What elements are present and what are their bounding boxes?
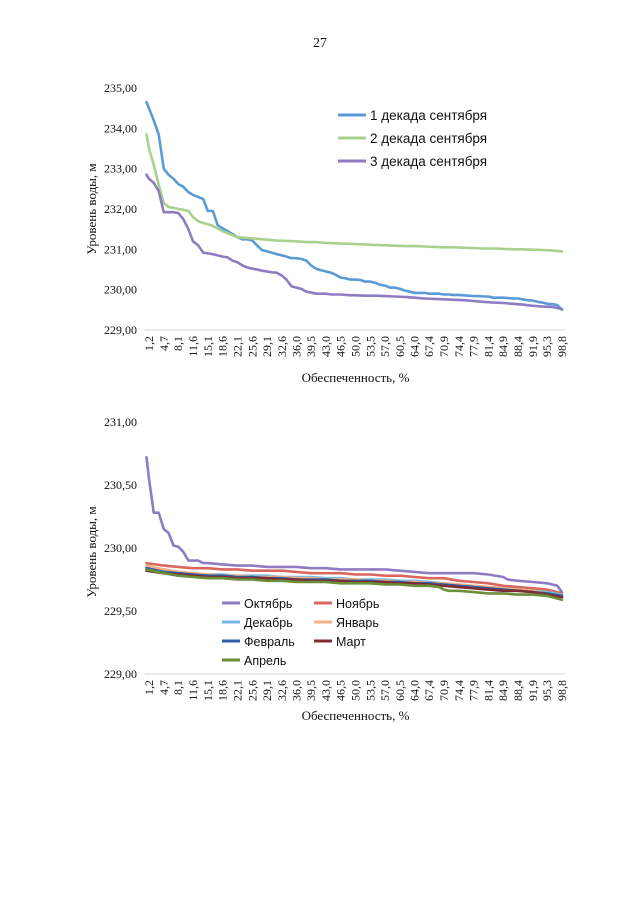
legend-label: 2 декада сентября [370,131,487,146]
x-tick-label: 95,3 [540,336,554,357]
y-tick-label: 235,00 [104,81,137,95]
legend-label: Ноябрь [336,597,379,611]
x-tick-label: 29,1 [260,680,274,701]
x-tick-label: 29,1 [260,336,274,357]
x-tick-label: 32,6 [275,336,289,357]
x-tick-label: 46,5 [334,680,348,701]
x-tick-label: 67,4 [422,336,436,357]
series-line [145,173,564,311]
plot-area: 229,00 230,00 231,00 232,00 233,00 234,00 235,… [84,81,569,385]
x-tick-label: 57,0 [378,680,392,701]
x-tick-label: 4,7 [157,680,171,695]
x-axis-title: Обеспеченность, % [302,708,410,723]
y-tick-label: 230,50 [104,478,137,492]
x-tick-label: 18,6 [216,336,230,357]
y-tick-label: 234,00 [104,121,137,135]
x-tick-label: 88,4 [511,680,525,701]
x-tick-label: 36,0 [289,336,303,357]
legend-label: Декабрь [244,616,293,630]
legend-label: Февраль [244,635,295,649]
series-line [145,568,564,601]
legend-label: Январь [336,616,379,630]
x-tick-label: 8,1 [171,680,185,695]
x-tick-label: 32,6 [275,680,289,701]
series-line [145,133,564,253]
x-tick-label: 8,1 [171,336,185,351]
x-tick-label: 43,0 [319,336,333,357]
x-tick-label: 1,2 [142,680,156,695]
x-tick-label: 22,1 [230,680,244,701]
x-tick-label: 53,5 [363,680,377,701]
y-tick-label: 231,00 [104,415,137,429]
x-tick-label: 88,4 [511,336,525,357]
legend-label: 3 декада сентября [370,154,487,169]
series-line [145,100,564,312]
y-tick-label: 231,00 [104,242,137,256]
x-tick-label: 15,1 [201,336,215,357]
x-tick-label: 70,9 [437,336,451,357]
x-tick-label: 25,6 [245,680,259,701]
y-tick-label: 230,00 [104,283,137,297]
y-tick-label: 232,00 [104,202,137,216]
x-tick-label: 11,6 [186,680,200,701]
x-tick-label: 77,9 [467,336,481,357]
x-tick-label: 1,2 [142,336,156,351]
series-line [145,561,564,595]
x-tick-label: 91,9 [526,680,540,701]
x-tick-label: 95,3 [540,680,554,701]
page-number: 27 [313,36,327,51]
x-tick-label: 4,7 [157,336,171,351]
x-tick-label: 36,0 [289,680,303,701]
legend-label: Октябрь [244,597,292,611]
x-tick-label: 98,8 [555,680,569,701]
x-tick-label: 46,5 [334,336,348,357]
x-tick-label: 43,0 [319,680,333,701]
x-tick-label: 70,9 [437,680,451,701]
legend-label: Март [336,635,366,649]
x-tick-label: 50,0 [349,680,363,701]
x-axis-title: Обеспеченность, % [302,370,410,385]
legend-label: Апрель [244,654,286,668]
x-tick-label: 64,0 [408,336,422,357]
x-tick-label: 84,9 [496,336,510,357]
x-tick-label: 60,5 [393,680,407,701]
series-line [145,456,564,594]
x-tick-label: 39,5 [304,336,318,357]
x-tick-label: 84,9 [496,680,510,701]
x-tick-label: 74,4 [452,336,466,357]
x-tick-label: 50,0 [349,336,363,357]
y-tick-label: 229,00 [104,667,137,681]
chart-september: 229,00 230,00 231,00 232,00 233,00 234,00 235,… [84,81,569,385]
x-tick-label: 77,9 [467,680,481,701]
x-tick-label: 18,6 [216,680,230,701]
x-tick-label: 98,8 [555,336,569,357]
x-tick-label: 81,4 [481,336,495,357]
x-tick-label: 53,5 [363,336,377,357]
x-tick-label: 91,9 [526,336,540,357]
x-tick-label: 39,5 [304,680,318,701]
x-tick-label: 25,6 [245,336,259,357]
x-tick-label: 15,1 [201,680,215,701]
y-tick-label: 230,00 [104,541,137,555]
y-axis-title: Уровень воды, м [84,163,99,254]
y-axis-title: Уровень воды, м [84,506,99,597]
legend-label: 1 декада сентября [370,108,487,123]
y-tick-label: 229,50 [104,604,137,618]
x-tick-label: 60,5 [393,336,407,357]
x-tick-label: 64,0 [408,680,422,701]
y-tick-label: 233,00 [104,162,137,176]
x-tick-label: 81,4 [481,680,495,701]
x-tick-label: 74,4 [452,680,466,701]
y-tick-label: 229,00 [104,323,137,337]
x-tick-label: 57,0 [378,336,392,357]
x-tick-label: 11,6 [186,336,200,357]
x-tick-label: 22,1 [230,336,244,357]
x-tick-label: 67,4 [422,680,436,701]
